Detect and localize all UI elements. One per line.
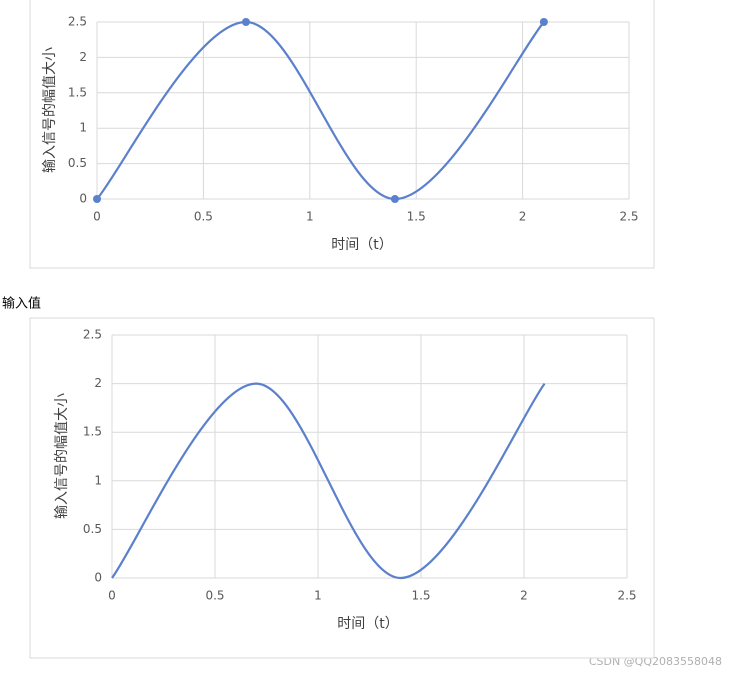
x-axis-title: 时间（t） [337, 616, 399, 632]
x-tick-label: 0.5 [194, 210, 213, 224]
marker [390, 195, 399, 203]
line [111, 382, 546, 580]
y-tick-label: 2.5 [83, 328, 102, 342]
y-tick-label: 0 [79, 192, 87, 206]
x-axis-title: 时间（t） [331, 237, 393, 253]
marker [93, 195, 101, 203]
x-tick-label: 1.5 [411, 589, 430, 603]
between-text: 输入值 [2, 296, 41, 312]
y-tick-label: 1.5 [83, 425, 102, 439]
x-tick-label: 1.5 [407, 210, 426, 224]
y-tick-label: 0.5 [68, 156, 87, 170]
y-tick-label: 2 [94, 376, 102, 390]
x-tick-label: 0 [93, 210, 101, 224]
x-tick-label: 1 [314, 589, 322, 603]
line [96, 20, 545, 201]
x-tick-label: 2.5 [619, 210, 638, 224]
x-tick-label: 2 [520, 589, 528, 603]
y-tick-label: 0 [94, 571, 102, 585]
y-axis-title: 输入信号的幅值大小 [42, 47, 58, 173]
marker [241, 18, 250, 26]
chart-frame [29, 317, 655, 659]
y-tick-label: 0.5 [83, 522, 102, 536]
x-tick-label: 1 [306, 210, 314, 224]
x-tick-label: 2 [519, 210, 527, 224]
y-axis-title: 输入信号的幅值大小 [54, 393, 70, 519]
x-tick-label: 0 [108, 589, 116, 603]
marker [539, 18, 548, 26]
y-tick-label: 1.5 [68, 85, 87, 99]
y-tick-label: 1 [79, 121, 87, 135]
y-tick-label: 1 [94, 473, 102, 487]
x-tick-label: 0.5 [205, 589, 224, 603]
chart-frame [29, 0, 655, 269]
x-tick-label: 2.5 [617, 589, 636, 603]
y-tick-label: 2 [79, 50, 87, 64]
y-tick-label: 2.5 [68, 15, 87, 29]
